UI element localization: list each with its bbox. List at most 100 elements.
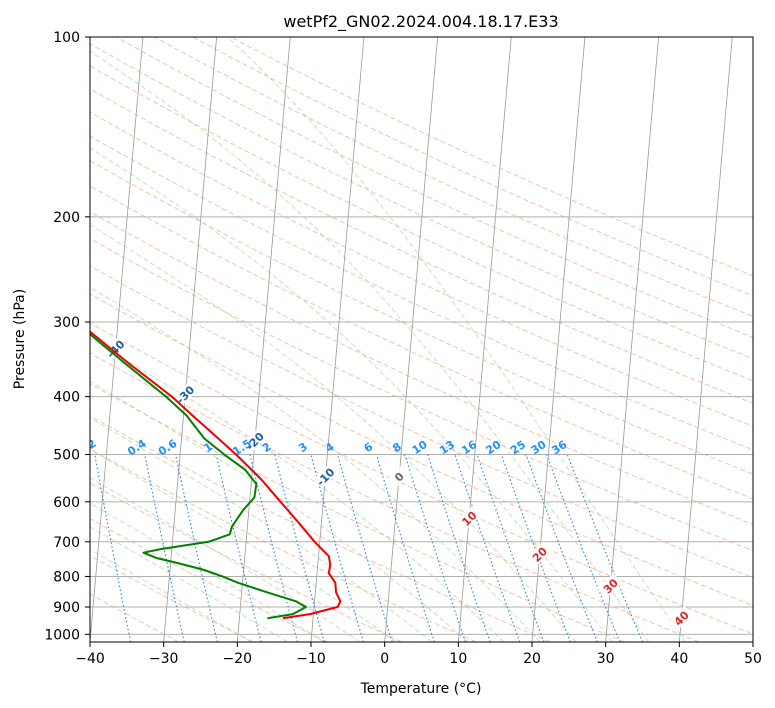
- dry-adiabat: [90, 211, 753, 525]
- mixing-ratio-line: [525, 454, 598, 642]
- isotherm-line: [236, 37, 291, 642]
- moist-adiabat: [90, 448, 397, 642]
- mixing-ratio-label: 2: [260, 440, 274, 455]
- isotherm-label-bg: [526, 541, 552, 567]
- mixing-ratio-line: [454, 454, 521, 642]
- background-lines: [90, 37, 753, 642]
- moist-adiabat: [90, 380, 469, 642]
- y-tick-label: 200: [53, 210, 80, 226]
- temperature-profile-line: [90, 330, 342, 620]
- x-axis-ticks: −40 −30 −20 −10 0 10 20 30 40 50: [75, 642, 762, 667]
- mixing-ratio-line: [310, 454, 364, 642]
- x-tick-label: 40: [670, 651, 688, 667]
- y-axis-label: Pressure (hPa): [12, 289, 28, 389]
- x-tick-label: −40: [75, 651, 105, 667]
- isotherm-line: [310, 37, 365, 642]
- mixing-ratio-line: [404, 454, 466, 642]
- mixing-ratio-label: 6: [362, 440, 376, 455]
- mixing-ratio-line: [546, 454, 621, 642]
- x-tick-label: −10: [296, 651, 326, 667]
- mixing-ratio-line: [249, 454, 299, 642]
- moist-adiabat: [90, 286, 541, 642]
- dry-adiabat: [90, 237, 753, 552]
- dry-adiabat: [90, 293, 753, 606]
- mixing-ratio-line: [337, 454, 393, 642]
- dry-adiabat: [90, 448, 477, 642]
- moist-adiabat: [90, 50, 650, 642]
- mixing-ratio-label: 0.2: [75, 437, 98, 459]
- x-tick-label: 20: [523, 651, 541, 667]
- dry-adiabat: [90, 88, 753, 404]
- mixing-ratio-line: [427, 454, 491, 642]
- dry-adiabat: [90, 415, 551, 642]
- y-tick-label: 1000: [44, 627, 80, 643]
- mixing-ratio-line: [144, 454, 185, 642]
- dry-adiabat: [90, 65, 753, 382]
- isotherm-line: [752, 637, 753, 642]
- isotherm-line: [531, 37, 586, 642]
- isotherm-label-bg: [102, 336, 128, 362]
- dry-adiabat: [90, 555, 254, 642]
- isotherm-label-bg: [668, 605, 694, 631]
- mixing-ratio-label: 4: [323, 440, 337, 455]
- y-tick-label: 500: [53, 448, 80, 464]
- mixing-ratio-label: 0.1: [28, 437, 51, 459]
- y-tick-label: 700: [53, 535, 80, 551]
- mixing-ratio-line: [94, 454, 132, 642]
- isotherm-label-bg: [312, 464, 338, 489]
- isotherm-label-bg: [597, 573, 623, 599]
- isotherm-line: [678, 37, 733, 642]
- mixing-ratio-line: [215, 454, 262, 642]
- isotherm-label-bg: [456, 505, 482, 531]
- dry-adiabat: [90, 111, 753, 427]
- isotherm-label: -50: [35, 291, 58, 314]
- isotherm-label: -10: [314, 465, 337, 488]
- dry-adiabat: [90, 352, 700, 642]
- x-tick-label: −30: [149, 651, 179, 667]
- moist-adiabat: [90, 477, 361, 642]
- x-tick-label: −20: [223, 651, 253, 667]
- y-axis-ticks: 100 200 300 400 500 600 700 800 900 1000: [44, 30, 90, 643]
- dry-adiabat: [90, 322, 753, 635]
- plot-frame: [89, 36, 754, 643]
- y-tick-label: 600: [53, 495, 80, 511]
- y-tick-label: 400: [53, 390, 80, 406]
- y-tick-label: 900: [53, 600, 80, 616]
- moist-adiabat: [227, 37, 686, 642]
- mixing-ratio-line: [375, 454, 435, 642]
- moist-adiabat: [90, 548, 252, 642]
- isotherm-label-bg: [386, 464, 412, 489]
- x-tick-label: 0: [380, 651, 389, 667]
- y-tick-label: 800: [53, 569, 80, 585]
- moist-adiabat: [90, 502, 325, 642]
- dry-adiabat: [116, 37, 753, 338]
- isotherm-line: [605, 37, 660, 642]
- dry-adiabat: [230, 37, 753, 277]
- mixing-ratio-label: 0.6: [156, 437, 180, 459]
- y-tick-label: 100: [53, 30, 80, 46]
- x-tick-label: 50: [744, 651, 762, 667]
- mixing-ratio-line: [566, 454, 644, 642]
- y-tick-label: 300: [53, 315, 80, 331]
- mixing-ratio-label: 0.4: [125, 437, 149, 459]
- dry-adiabat: [90, 43, 753, 360]
- mixing-ratio-line: [274, 454, 325, 642]
- isotherm-line: [457, 37, 512, 642]
- dry-adiabat: [154, 37, 753, 317]
- x-axis-label: Temperature (°C): [360, 681, 482, 697]
- isotherm-line: [384, 37, 439, 642]
- moist-adiabat: [90, 337, 505, 642]
- isotherm-label-bg: [242, 428, 267, 454]
- x-tick-label: 30: [597, 651, 615, 667]
- sounding-profiles: [90, 330, 342, 620]
- dry-adiabat: [90, 265, 753, 579]
- dry-adiabat: [90, 482, 402, 642]
- dry-adiabat: [90, 593, 180, 642]
- x-tick-label: 10: [449, 651, 467, 667]
- mixing-ratio-line: [175, 454, 218, 642]
- mixing-ratio-line: [500, 454, 571, 642]
- mixing-ratio-line: [476, 454, 545, 642]
- isotherm-label-bg: [172, 381, 198, 407]
